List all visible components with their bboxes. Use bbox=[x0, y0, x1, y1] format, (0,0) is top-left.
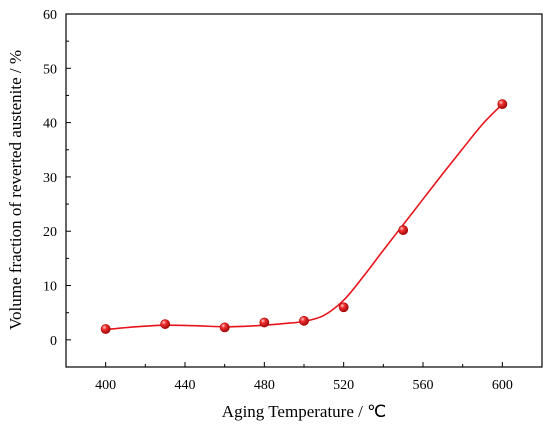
y-tick-label: 50 bbox=[43, 62, 57, 77]
x-tick-label: 520 bbox=[333, 378, 354, 393]
y-axis-title: Volume fraction of reverted austenite / … bbox=[6, 50, 25, 330]
data-point bbox=[100, 324, 111, 334]
x-tick-label: 480 bbox=[254, 378, 275, 393]
x-axis-title: Aging Temperature / ℃ bbox=[222, 402, 386, 421]
data-point bbox=[259, 317, 270, 328]
y-tick-label: 0 bbox=[50, 334, 57, 349]
x-tick-label: 400 bbox=[95, 378, 116, 393]
fit-curve-line bbox=[105, 103, 503, 331]
y-tick-label: 10 bbox=[43, 280, 57, 295]
data-point bbox=[160, 319, 171, 329]
data-point bbox=[497, 99, 508, 110]
data-point bbox=[299, 315, 309, 326]
y-tick-label: 40 bbox=[43, 117, 57, 132]
data-point bbox=[219, 322, 230, 333]
x-tick-label: 600 bbox=[492, 378, 513, 393]
plot-frame bbox=[65, 13, 543, 368]
y-tick-label: 30 bbox=[43, 171, 57, 186]
x-tick-label: 440 bbox=[175, 378, 196, 393]
y-tick-label: 20 bbox=[43, 225, 57, 240]
x-tick-label: 560 bbox=[413, 378, 434, 393]
y-tick-label: 60 bbox=[43, 8, 57, 23]
data-point bbox=[398, 225, 409, 236]
data-point bbox=[338, 302, 349, 313]
